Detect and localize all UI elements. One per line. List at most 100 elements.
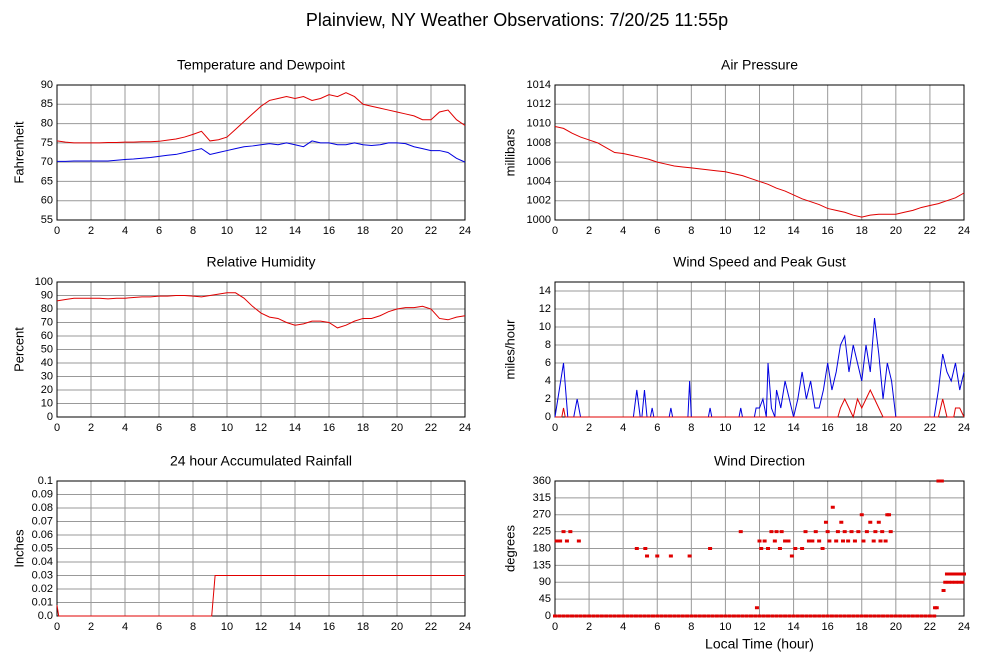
y-tick-label: 45 (539, 593, 551, 605)
data-point (948, 572, 953, 576)
data-point (934, 606, 939, 610)
y-tick-label: 0.06 (32, 529, 53, 541)
data-point (774, 614, 779, 618)
data-point (923, 614, 928, 618)
data-point (849, 530, 854, 534)
data-point (955, 572, 960, 576)
x-tick-label: 24 (459, 422, 471, 434)
x-tick-label: 20 (890, 225, 902, 237)
data-point (881, 614, 886, 618)
data-point (953, 580, 958, 584)
data-line (56, 92, 466, 144)
data-point (793, 547, 798, 550)
y-tick-label: 100 (35, 276, 53, 288)
data-point (685, 614, 690, 618)
data-point (646, 614, 651, 618)
data-line (57, 140, 466, 163)
data-point (919, 614, 924, 618)
panel: 24 hour Accumulated Rainfall Inches 0.0 0.0… (11, 453, 471, 633)
data-point (561, 530, 566, 534)
plot-frame (56, 281, 466, 418)
y-tick-label: 60 (41, 195, 53, 207)
data-point (783, 614, 788, 618)
x-tick-label: 10 (221, 225, 233, 237)
data-point (633, 614, 638, 618)
x-tick-label: 4 (122, 621, 128, 633)
data-point (553, 614, 557, 618)
y-tick-label: 8 (545, 339, 551, 351)
data-point (761, 614, 766, 618)
data-point (582, 614, 587, 618)
data-point (834, 614, 839, 618)
data-point (864, 614, 869, 618)
data-point (655, 554, 660, 558)
data-point (851, 614, 856, 618)
data-point (604, 614, 609, 618)
data-point (663, 614, 668, 618)
x-tick-label: 2 (586, 621, 592, 633)
x-tick-label: 24 (958, 422, 970, 434)
panel: Wind Direction degrees Local Time (hour) 0 4… (502, 453, 970, 652)
data-point (754, 606, 759, 610)
data-point (693, 614, 698, 618)
data-line (554, 125, 965, 218)
data-point (599, 614, 604, 618)
y-tick-label: 20 (41, 384, 53, 396)
data-line (56, 292, 466, 329)
y-tick-label: 0.09 (32, 488, 53, 500)
data-point (629, 614, 634, 618)
data-point (625, 614, 630, 618)
x-tick-label: 2 (586, 225, 592, 237)
data-point (910, 614, 915, 618)
x-tick-label: 0 (552, 621, 558, 633)
data-point (795, 614, 800, 618)
data-point (778, 614, 783, 618)
data-point (578, 614, 583, 618)
data-point (951, 572, 956, 576)
data-point (634, 547, 639, 550)
y-axis-label: millibars (502, 128, 517, 176)
x-tick-label: 4 (620, 422, 626, 434)
y-tick-label: 80 (41, 117, 53, 129)
data-point (803, 530, 808, 534)
x-tick-label: 20 (890, 621, 902, 633)
y-tick-label: 180 (533, 542, 551, 554)
x-tick-label: 22 (924, 621, 936, 633)
x-tick-label: 6 (654, 422, 660, 434)
panel: Temperature and DewpointFahrenheit556065… (11, 57, 471, 237)
data-point (753, 614, 758, 618)
data-point (810, 539, 815, 543)
data-point (943, 580, 948, 584)
x-tick-label: 2 (88, 225, 94, 237)
y-tick-label: 70 (41, 316, 53, 328)
x-tick-label: 16 (822, 225, 834, 237)
x-tick-label: 10 (221, 422, 233, 434)
data-point (893, 614, 898, 618)
y-axis-label: Percent (11, 327, 26, 372)
y-axis-label: miles/hour (502, 319, 517, 380)
y-tick-label: 4 (545, 375, 551, 387)
data-point (842, 614, 847, 618)
panel-title: Wind Direction (714, 453, 805, 469)
data-point (689, 614, 694, 618)
panel: Air Pressuremillibars1000100210041006100… (502, 57, 970, 237)
panel-title: Relative Humidity (207, 254, 316, 270)
data-point (766, 614, 771, 618)
x-tick-label: 18 (856, 621, 868, 633)
data-point (806, 539, 811, 543)
y-tick-label: 90 (41, 79, 53, 91)
data-point (687, 554, 692, 558)
x-tick-label: 8 (190, 225, 196, 237)
panel: Wind Speed and Peak Gustmiles/hour024681… (502, 254, 970, 434)
data-point (680, 614, 685, 618)
y-tick-label: 360 (533, 475, 551, 487)
data-point (898, 614, 903, 618)
y-tick-label: 225 (533, 526, 551, 538)
data-point (643, 547, 648, 550)
data-point (774, 530, 779, 534)
data-point (944, 572, 949, 576)
data-point (676, 614, 681, 618)
y-tick-label: 40 (41, 357, 53, 369)
data-point (855, 614, 860, 618)
